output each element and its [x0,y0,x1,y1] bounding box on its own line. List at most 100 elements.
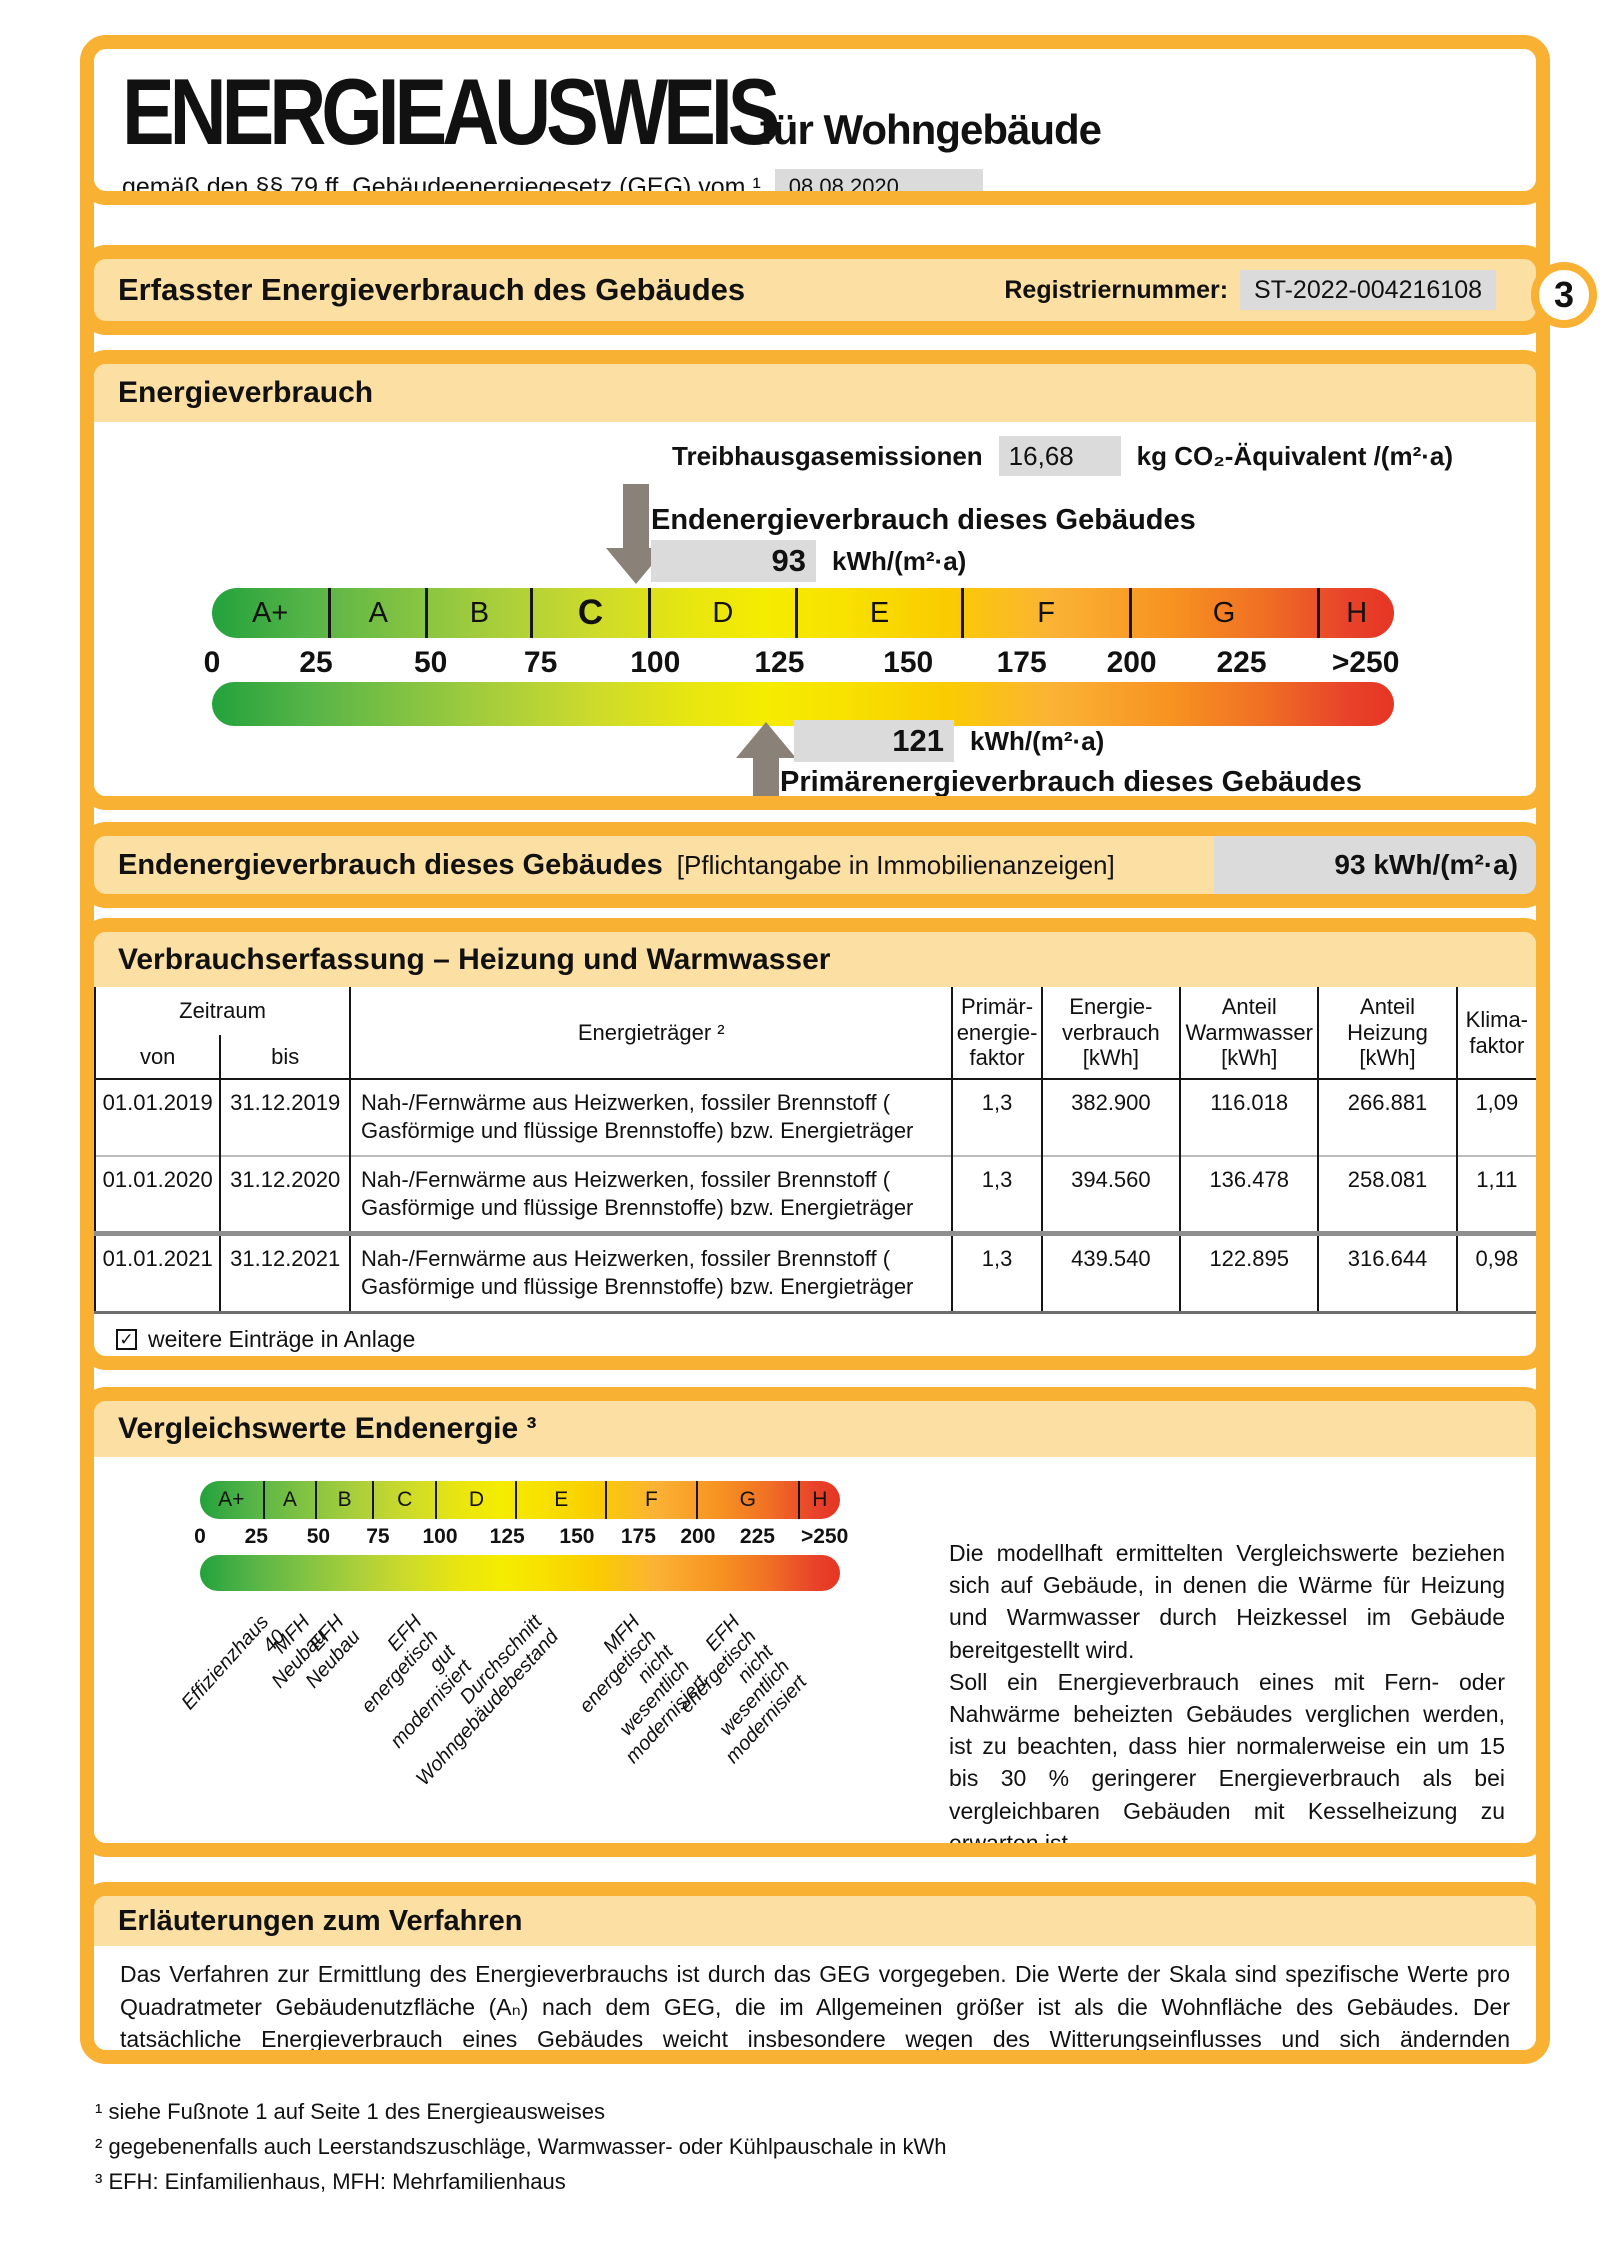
scale-tick: 225 [1216,646,1267,679]
mandatory-info-band: Endenergieverbrauch dieses Gebäudes [Pfl… [80,822,1550,908]
scale-tick: 200 [1106,646,1157,679]
final-energy-unit: kWh/(m²·a) [832,545,967,576]
comparison-gradient-bar [200,1555,840,1591]
class-segment-b: B [428,588,534,638]
class-segment-aplus: A+ [200,1481,265,1519]
final-energy-label: Endenergieverbrauch dieses Gebäudes [651,504,1196,536]
ghg-unit: kg CO₂-Äquivalent /(m²·a) [1136,440,1454,471]
title-row: ENERGIEAUSWEISfür Wohngebäude [122,65,1536,159]
comparison-tick-row: 0 25 50 75 100 125 150 175 200 225 >250 [194,1525,848,1551]
scale-tick: 25 [299,646,333,679]
scale-tick: >250 [800,1525,849,1548]
title-section: ENERGIEAUSWEISfür Wohngebäude gemäß den … [80,35,1550,205]
ghg-label: Treibhausgasemissionen [672,440,983,471]
col-header-zeitraum: Zeitraum [94,987,351,1035]
mandatory-label: Endenergieverbrauch dieses Gebäudes [118,848,663,881]
consumption-table-heading: Verbrauchserfassung – Heizung und Warmwa… [94,932,1536,987]
final-energy-value-row: 93 kWh/(m²·a) [651,540,966,582]
document-subtitle: für Wohngebäude [759,106,1102,153]
scale-tick: 0 [203,646,221,679]
energy-class-scale: A+ A B C D E F G H 0 25 50 75 [204,588,1399,726]
primary-energy-arrow-up-icon [736,722,796,796]
class-segment-a: A [331,588,429,638]
class-segment-e: E [517,1481,607,1519]
class-segment-c-active: C [533,588,651,638]
cell-warmwasser: 122.895 [1179,1231,1319,1314]
scale-tick: 100 [422,1525,458,1548]
cell-von: 01.01.2020 [94,1155,221,1234]
cell-warmwasser: 136.478 [1179,1155,1319,1234]
cell-verbrauch: 439.540 [1040,1231,1181,1314]
consumption-table-section: Verbrauchserfassung – Heizung und Warmwa… [80,918,1550,1370]
class-segment-f: F [607,1481,698,1519]
law-reference-text: gemäß den §§ 79 ff. Gebäudeenergiegesetz… [122,172,761,201]
cell-klima: 1,11 [1455,1155,1536,1234]
registry-number-field: ST-2022-004216108 [1240,270,1496,310]
arrow-shaft [753,758,779,796]
class-segment-b: B [317,1481,375,1519]
class-segment-e: E [798,588,964,638]
energy-consumption-section: Energieverbrauch Treibhausgasemissionen … [80,350,1550,810]
col-header-bis: bis [219,1035,351,1080]
col-header-verbrauch: Energie- verbrauch [kWh] [1040,987,1181,1080]
scale-tick: 25 [244,1525,268,1548]
primary-energy-value-field: 121 [794,720,954,762]
energy-consumption-heading: Energieverbrauch [94,364,1536,422]
cell-bis: 31.12.2020 [219,1155,351,1234]
col-header-von: von [94,1035,221,1080]
final-energy-value-field: 93 [651,540,816,582]
comparison-heading: Vergleichswerte Endenergie ³ [94,1401,1536,1457]
section-banner: Erfasster Energieverbrauch des Gebäudes … [80,245,1550,335]
energy-gradient-bar [212,682,1394,726]
more-entries-checkbox: ✓ [116,1328,137,1350]
scale-tick: 225 [739,1525,775,1548]
class-segment-c: C [374,1481,438,1519]
footnote-3: ³ EFH: Einfamilienhaus, MFH: Mehrfamilie… [95,2169,566,2195]
class-segment-d: D [651,588,799,638]
comparison-paragraph-2: Soll ein Energieverbrauch eines mit Fern… [949,1668,1505,1856]
col-header-pef: Primär- energie- faktor [951,987,1042,1080]
page-number-badge: 3 [1531,262,1597,328]
footnotes: ¹ siehe Fußnote 1 auf Seite 1 des Energi… [95,2094,947,2200]
mandatory-value-field: 93 kWh/(m²·a) [1214,836,1536,894]
class-segment-g: G [1132,588,1320,638]
scale-tick: 200 [680,1525,716,1548]
scale-tick: 50 [306,1525,331,1548]
explanations-heading: Erläuterungen zum Verfahren [94,1896,1536,1946]
class-segment-g: G [698,1481,800,1519]
comparison-scale: A+ A B C D E F G H 0 25 50 75 [194,1481,848,1591]
cell-pef: 1,3 [951,1155,1042,1234]
scale-tick: 125 [754,646,805,679]
col-header-heizung: Anteil Heizung [kWh] [1317,987,1457,1080]
comparison-paragraph-1: Die modellhaft ermittelten Vergleichswer… [949,1540,1505,1663]
class-segment-h: H [812,1488,828,1511]
cell-von: 01.01.2019 [94,1079,221,1156]
cell-von: 01.01.2021 [94,1231,221,1314]
scale-tick: 150 [883,646,934,679]
cell-klima: 0,98 [1455,1231,1536,1314]
cell-warmwasser: 116.018 [1179,1079,1319,1156]
law-reference-row: gemäß den §§ 79 ff. Gebäudeenergiegesetz… [122,169,1536,201]
cell-verbrauch: 382.900 [1040,1079,1181,1156]
class-segment-h: H [1346,596,1368,629]
cell-bis: 31.12.2019 [219,1079,351,1156]
table-row: 01.01.2021 31.12.2021 Nah-/Fernwärme aus… [94,1231,1536,1314]
scale-tick: 50 [413,646,448,679]
cell-energietraeger: Nah-/Fernwärme aus Heizwerken, fossiler … [349,1155,953,1234]
cell-heizung: 258.081 [1317,1155,1457,1234]
document-title: ENERGIEAUSWEIS [122,59,780,164]
comparison-section: Vergleichswerte Endenergie ³ A+ A B C D … [80,1387,1550,1857]
comparison-body: A+ A B C D E F G H 0 25 50 75 [94,1457,1536,1843]
document-frame: ENERGIEAUSWEISfür Wohngebäude gemäß den … [80,35,1550,2064]
scale-tick: 75 [366,1525,390,1548]
more-entries-row: ✓ weitere Einträge in Anlage [116,1326,1536,1353]
col-header-warmwasser: Anteil Warmwasser [kWh] [1179,987,1319,1080]
cell-energietraeger: Nah-/Fernwärme aus Heizwerken, fossiler … [349,1231,953,1314]
explanations-text: Das Verfahren zur Ermittlung des Energie… [120,1961,1510,2053]
primary-energy-value-row: 121 kWh/(m²·a) [794,720,1104,762]
primary-energy-label: Primärenergieverbrauch dieses Gebäudes [780,766,1362,798]
footnote-1: ¹ siehe Fußnote 1 auf Seite 1 des Energi… [95,2099,605,2124]
cell-heizung: 266.881 [1317,1079,1457,1156]
table-row: 01.01.2020 31.12.2020 Nah-/Fernwärme aus… [94,1155,1536,1234]
explanations-section: Erläuterungen zum Verfahren Das Verfahre… [80,1882,1550,2064]
